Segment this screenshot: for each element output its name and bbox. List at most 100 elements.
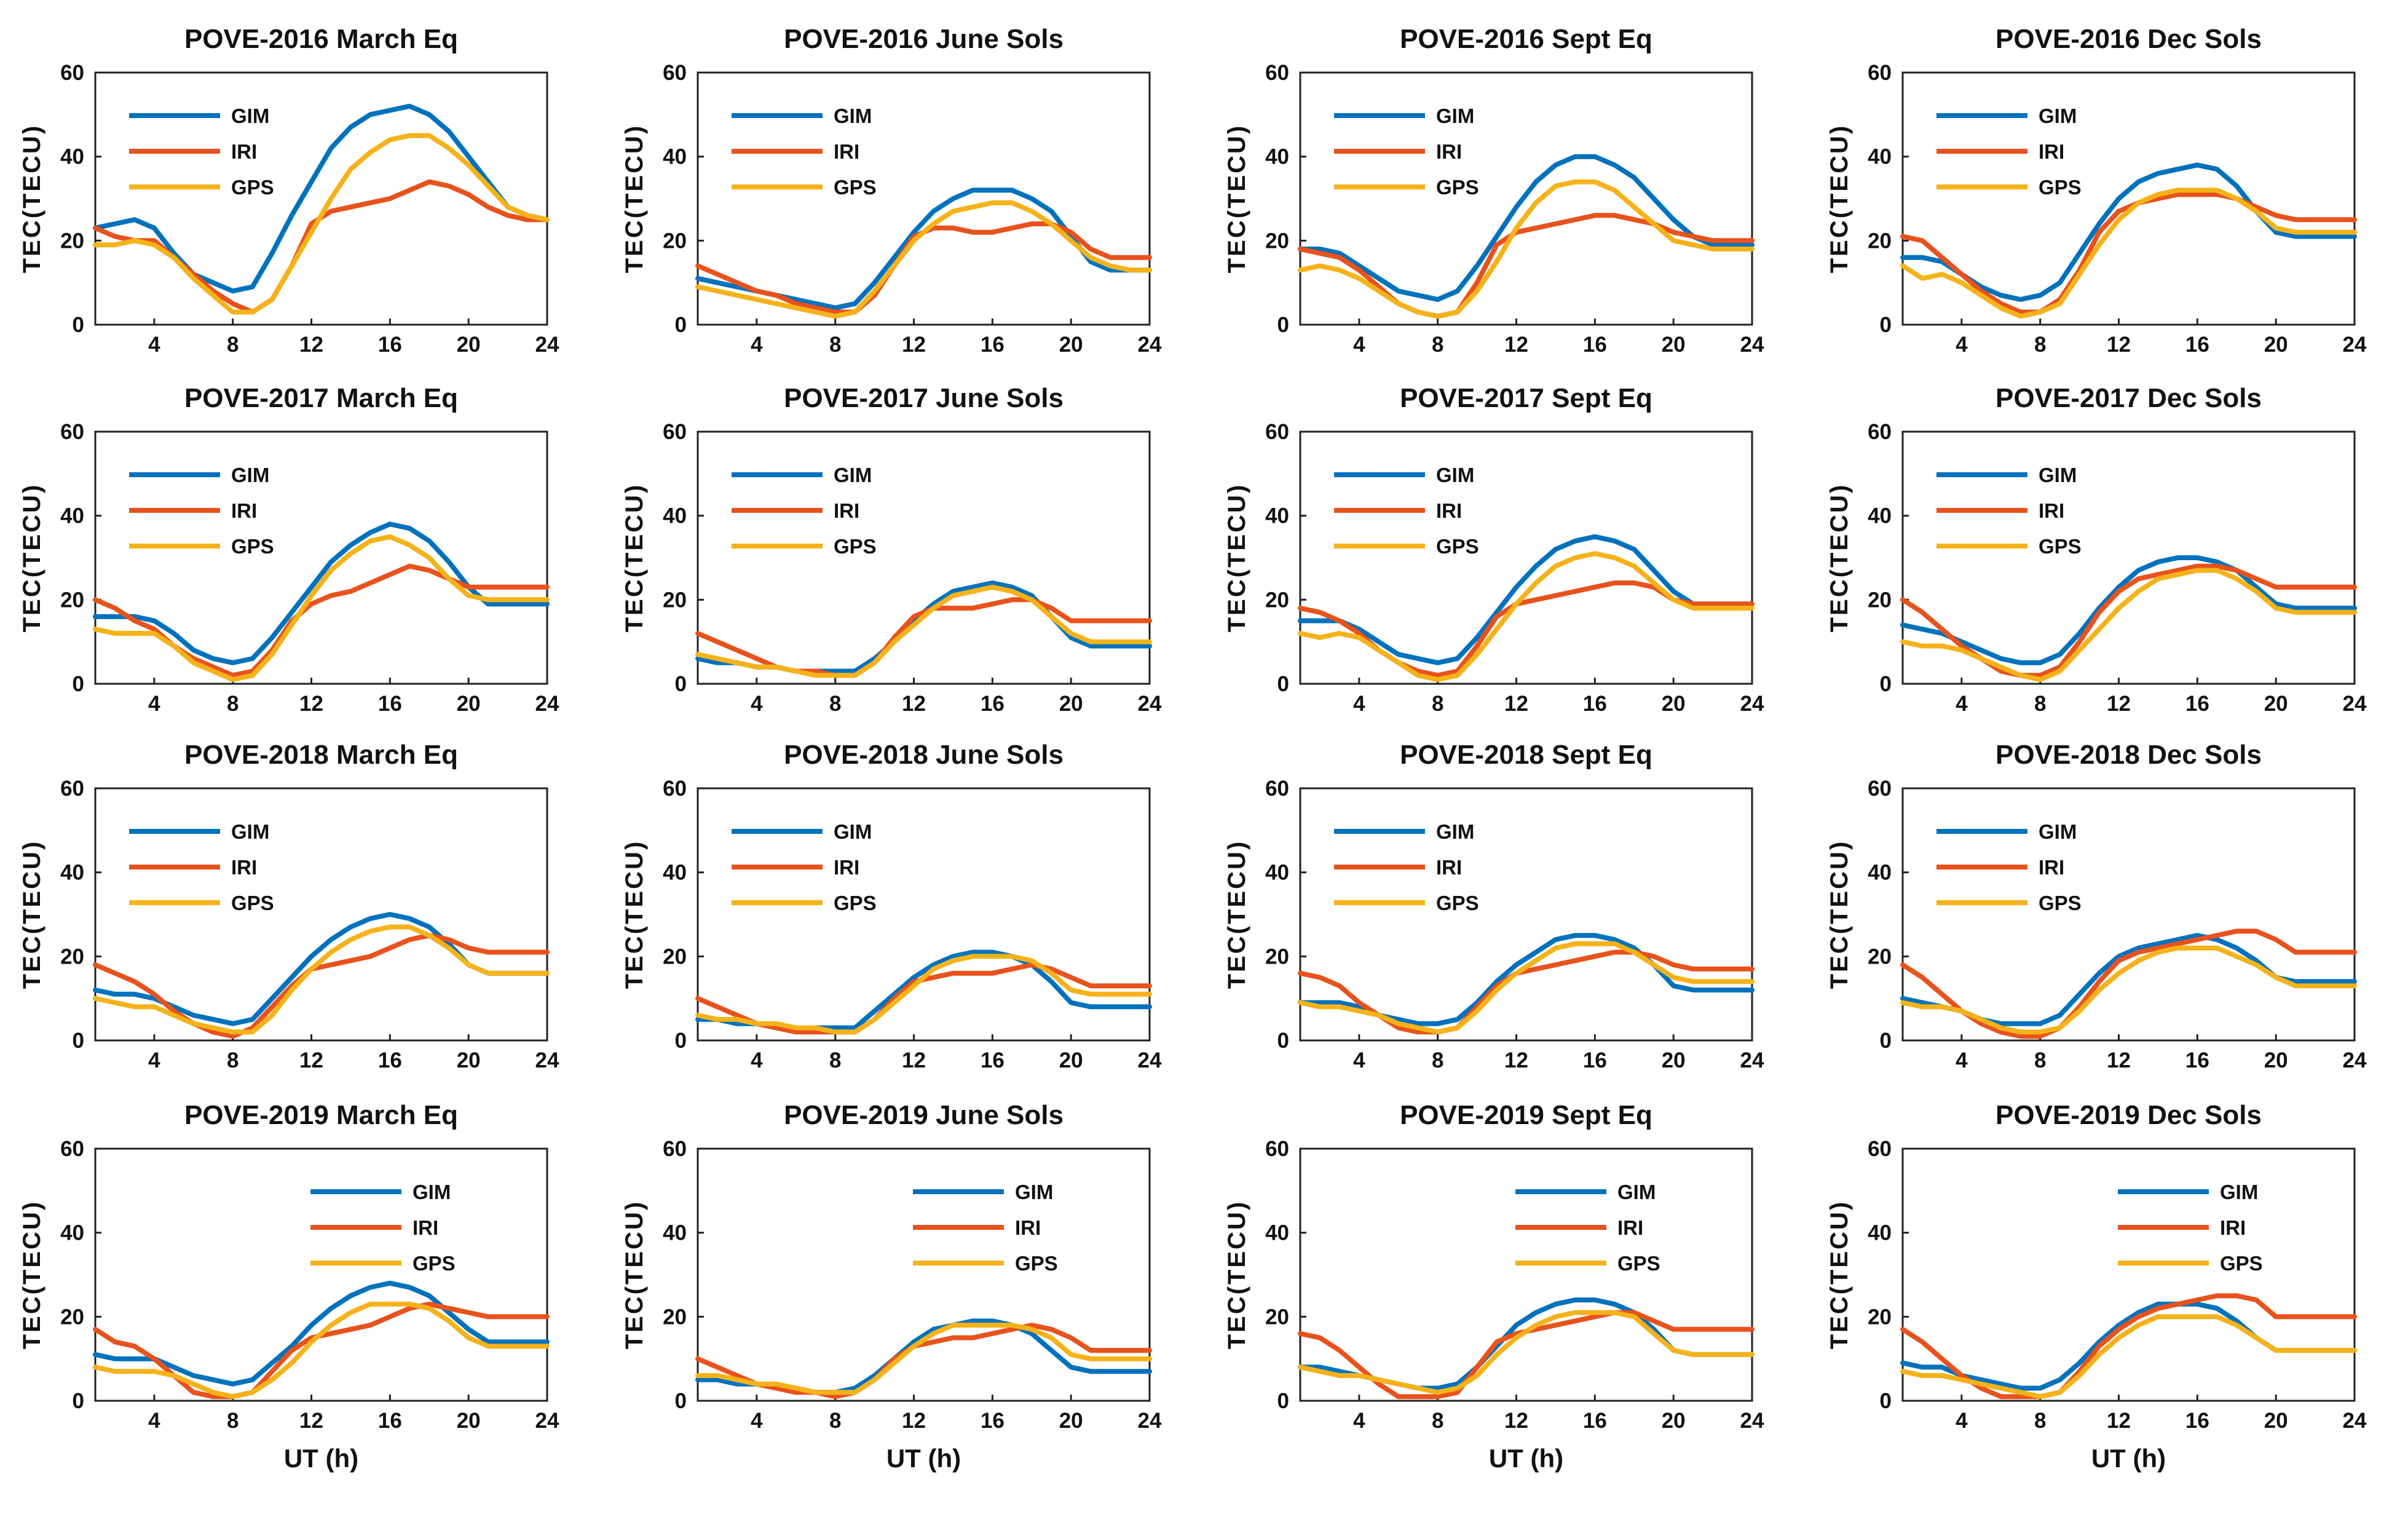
x-tick-label: 24 [2343, 333, 2367, 357]
x-tick-label: 20 [1662, 1409, 1686, 1433]
x-tick-label: 4 [1353, 692, 1365, 716]
legend-label: GPS [1617, 1252, 1660, 1275]
series-line-gps [1298, 1310, 1755, 1395]
legend-label: GPS [231, 176, 274, 199]
series-line-gim [93, 1280, 550, 1387]
y-tick-label: 0 [1277, 1389, 1289, 1413]
legend-label: GPS [1015, 1252, 1058, 1275]
chart-title: POVE-2017 Sept Eq [1400, 383, 1652, 413]
legend-label: GPS [231, 535, 274, 558]
y-tick-label: 0 [1277, 313, 1289, 337]
series-line-iri [93, 933, 550, 1039]
y-tick-label: 40 [663, 1221, 687, 1245]
plot-area [1299, 1147, 1753, 1402]
x-tick-label: 4 [1353, 1409, 1365, 1433]
y-tick-label: 60 [60, 61, 84, 85]
x-tick-label: 12 [299, 333, 323, 357]
x-tick-label: 12 [299, 1048, 323, 1072]
y-tick-label: 40 [1868, 145, 1892, 169]
y-tick-label: 60 [60, 1137, 84, 1161]
x-tick-label: 4 [148, 1409, 160, 1433]
series-line-gps [1900, 568, 2357, 683]
y-tick-label: 20 [60, 229, 84, 253]
chart-panel: POVE-2018 Sept Eq 4 8 12 16 20 24 0 20 40 60 TEC(TE… [1223, 740, 1764, 1072]
x-tick-label: 24 [2343, 692, 2367, 716]
y-tick-label: 60 [663, 1137, 687, 1161]
y-tick-label: 40 [60, 1221, 84, 1245]
legend-label: GIM [231, 820, 269, 843]
series-line-gps [1900, 188, 2357, 319]
x-tick-label: 16 [2185, 1048, 2209, 1072]
legend-label: GPS [231, 892, 274, 914]
y-tick-label: 0 [1880, 1389, 1892, 1413]
y-axis-label: TEC(TECU) [621, 840, 648, 989]
series-line-gim [1298, 154, 1755, 302]
plot-area [697, 430, 1151, 685]
chart-panel: POVE-2018 Dec Sols 4 8 12 16 20 24 0 20 40 60 TEC(T… [1826, 740, 2367, 1072]
y-axis-label: TEC(TECU) [1223, 483, 1250, 633]
y-axis-label: TEC(TECU) [18, 483, 45, 633]
legend-label: GPS [1436, 535, 1479, 558]
legend-label: GPS [413, 1252, 456, 1275]
x-tick-label: 4 [751, 692, 763, 716]
x-tick-label: 8 [2034, 692, 2046, 716]
x-tick-label: 16 [1583, 692, 1607, 716]
legend-label: GIM [1436, 105, 1474, 127]
x-tick-label: 4 [1353, 333, 1365, 357]
x-tick-label: 12 [1504, 692, 1528, 716]
chart-title: POVE-2019 June Sols [784, 1100, 1064, 1130]
series-line-gim [93, 103, 550, 294]
x-tick-label: 20 [2264, 692, 2288, 716]
x-tick-label: 16 [981, 1048, 1005, 1072]
x-tick-label: 8 [227, 692, 239, 716]
legend-label: GIM [834, 464, 872, 486]
y-tick-label: 60 [60, 777, 84, 801]
legend-label: IRI [2039, 140, 2064, 163]
y-tick-label: 20 [1868, 1305, 1892, 1329]
series-line-gps [93, 924, 550, 1035]
chart-title: POVE-2018 Dec Sols [1995, 740, 2262, 770]
y-tick-label: 40 [1868, 861, 1892, 885]
x-tick-label: 4 [1956, 1409, 1968, 1433]
chart-title: POVE-2016 Sept Eq [1400, 24, 1652, 54]
series-line-gps [695, 200, 1152, 319]
x-tick-label: 20 [1059, 333, 1083, 357]
x-tick-label: 12 [1504, 1409, 1528, 1433]
legend-label: GIM [2220, 1181, 2258, 1203]
chart-title: POVE-2017 Dec Sols [1995, 383, 2262, 413]
y-tick-label: 60 [60, 420, 84, 444]
chart-title: POVE-2017 June Sols [784, 383, 1064, 413]
chart-panel: POVE-2019 Sept Eq 4 8 12 16 20 24 0 20 40 60 TEC(TE… [1223, 1100, 1764, 1473]
x-tick-label: 4 [148, 692, 160, 716]
y-tick-label: 0 [73, 672, 84, 696]
y-tick-label: 0 [1880, 1029, 1892, 1053]
x-tick-label: 20 [1662, 333, 1686, 357]
y-tick-label: 40 [1265, 861, 1289, 885]
chart-title: POVE-2016 March Eq [184, 24, 458, 54]
x-tick-label: 20 [1662, 1048, 1686, 1072]
legend-label: IRI [834, 140, 859, 163]
y-tick-label: 20 [663, 945, 687, 968]
y-tick-label: 0 [675, 1029, 687, 1053]
legend-label: GPS [834, 892, 877, 914]
y-tick-label: 60 [1868, 61, 1892, 85]
y-tick-label: 40 [1868, 1221, 1892, 1245]
x-tick-label: 8 [227, 333, 239, 357]
x-tick-label: 20 [2264, 1048, 2288, 1072]
chart-panel: POVE-2016 March Eq 4 8 12 16 20 24 0 20 40 60 TEC(T… [18, 24, 559, 357]
plot-area [697, 1147, 1151, 1402]
x-tick-label: 20 [1662, 692, 1686, 716]
x-tick-label: 16 [2185, 1409, 2209, 1433]
y-tick-label: 20 [1868, 588, 1892, 612]
chart-panel: POVE-2019 Dec Sols 4 8 12 16 20 24 0 20 40 60 TEC(T… [1826, 1100, 2367, 1473]
x-tick-label: 4 [1353, 1048, 1365, 1072]
y-tick-label: 60 [1265, 61, 1289, 85]
x-tick-label: 20 [1059, 1409, 1083, 1433]
x-tick-label: 16 [981, 1409, 1005, 1433]
legend-label: IRI [231, 856, 257, 879]
series-line-iri [695, 1323, 1152, 1400]
x-tick-label: 20 [457, 692, 481, 716]
x-tick-label: 12 [1504, 333, 1528, 357]
y-axis-label: TEC(TECU) [1826, 124, 1853, 274]
y-tick-label: 20 [1868, 945, 1892, 968]
